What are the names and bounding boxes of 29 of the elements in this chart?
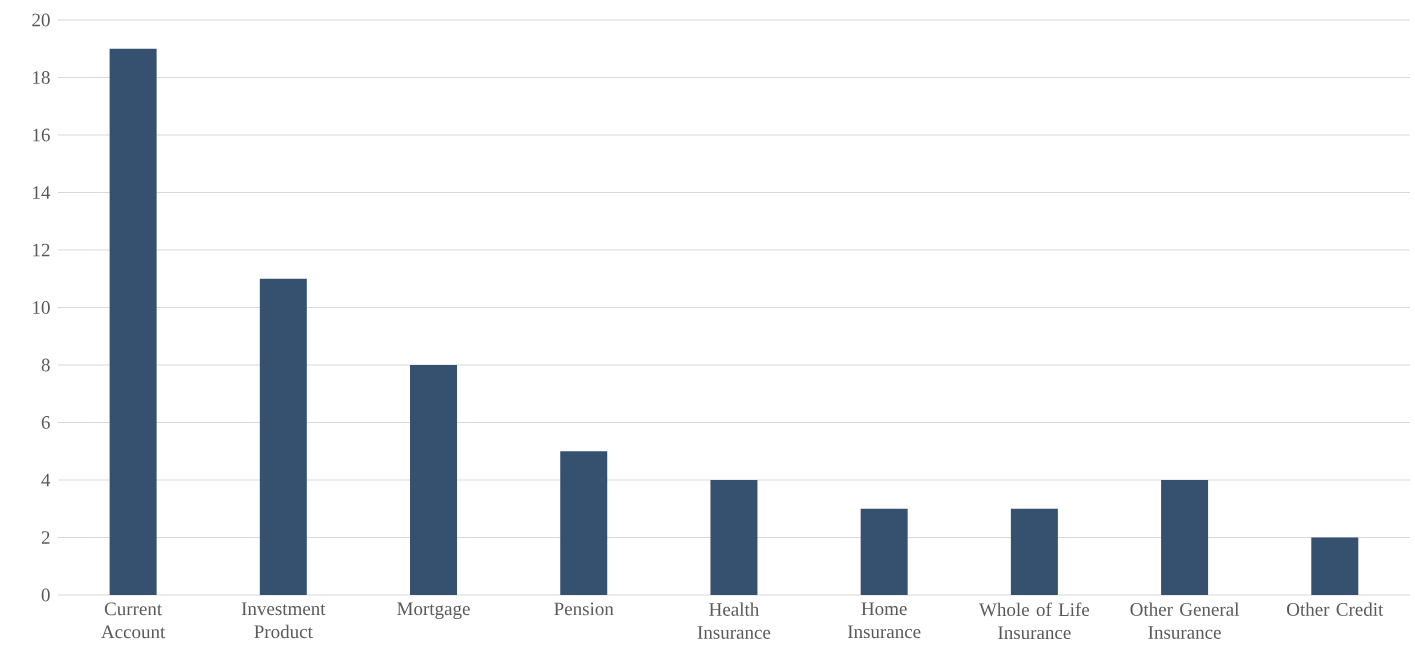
x-tick-label: Current Account bbox=[101, 602, 166, 639]
y-tick-label: 20 bbox=[32, 13, 50, 27]
y-tick-label: 2 bbox=[41, 531, 50, 544]
x-tick-label: Investment Product bbox=[241, 602, 326, 639]
x-tick-label: Whole of Life Insurance bbox=[978, 602, 1090, 640]
x-tick-label: Other Credit bbox=[1287, 602, 1384, 616]
bar bbox=[1311, 537, 1359, 595]
y-tick-label: 8 bbox=[41, 358, 50, 372]
bar bbox=[259, 278, 307, 595]
y-tick-label: 18 bbox=[33, 71, 50, 84]
x-tick-label: Pension bbox=[554, 602, 614, 616]
bar bbox=[560, 451, 608, 595]
x-tick-label: Mortgage bbox=[397, 602, 470, 620]
y-tick-label: 6 bbox=[41, 416, 50, 429]
y-tick-label: 10 bbox=[33, 301, 50, 314]
y-tick-label: 12 bbox=[33, 243, 50, 257]
y-tick-label: 4 bbox=[41, 473, 51, 487]
y-tick-label: 14 bbox=[33, 186, 51, 199]
y-tick-label: 16 bbox=[33, 128, 50, 142]
x-tick-label: Home Insurance bbox=[847, 602, 921, 639]
bar bbox=[1161, 480, 1209, 595]
x-tick-label: Health Insurance bbox=[697, 602, 771, 639]
bar bbox=[410, 365, 458, 595]
bar bbox=[710, 480, 758, 595]
bar bbox=[1010, 508, 1058, 595]
y-tick-label: 0 bbox=[41, 588, 50, 602]
x-tick-label: Other General Insurance bbox=[1130, 602, 1240, 639]
bar bbox=[860, 508, 908, 595]
bar bbox=[109, 48, 157, 595]
